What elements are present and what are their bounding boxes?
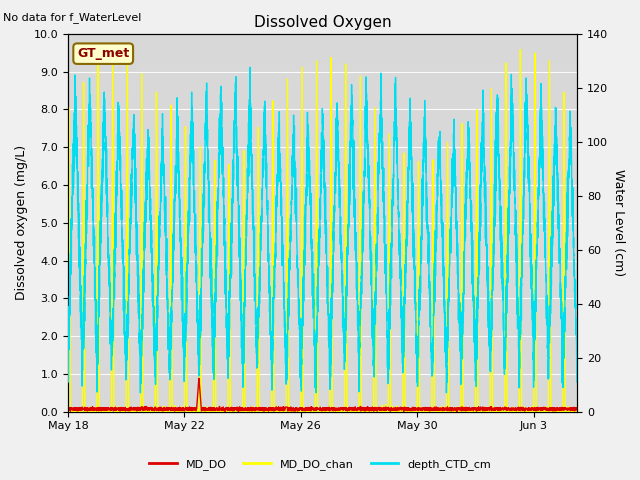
Text: No data for f_WaterLevel: No data for f_WaterLevel [3,12,141,23]
Text: GT_met: GT_met [77,47,129,60]
Legend: MD_DO, MD_DO_chan, depth_CTD_cm: MD_DO, MD_DO_chan, depth_CTD_cm [145,455,495,474]
Y-axis label: Dissolved oxygen (mg/L): Dissolved oxygen (mg/L) [15,145,28,300]
Y-axis label: Water Level (cm): Water Level (cm) [612,169,625,276]
Title: Dissolved Oxygen: Dissolved Oxygen [254,15,392,30]
